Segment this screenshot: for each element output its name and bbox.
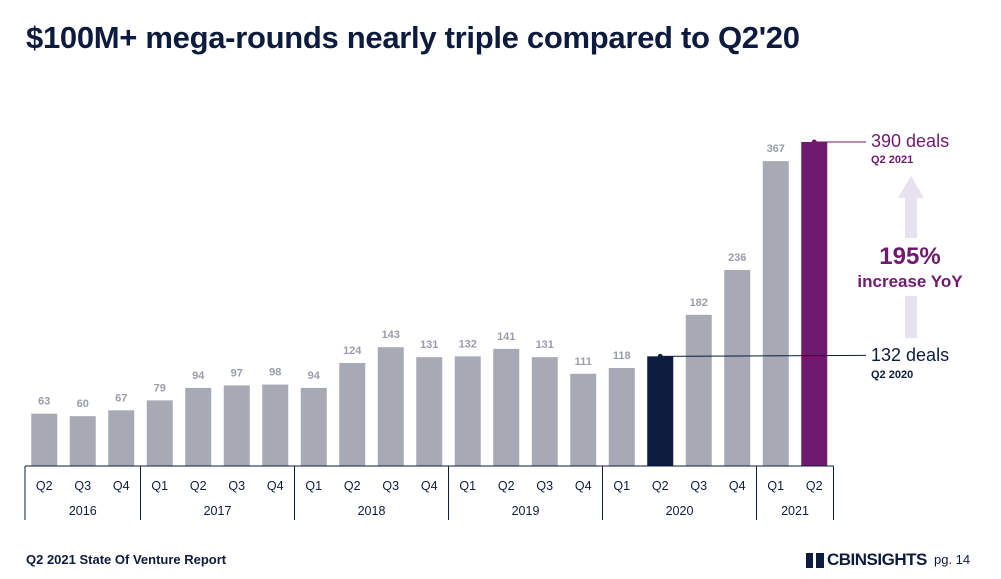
bar bbox=[608, 367, 635, 466]
quarter-tick-label: Q3 bbox=[74, 479, 91, 493]
prior-deals-label: 132 deals bbox=[871, 345, 949, 365]
quarter-tick-label: Q4 bbox=[575, 479, 592, 493]
bar-value-label: 79 bbox=[154, 382, 166, 394]
quarter-tick-label: Q4 bbox=[729, 479, 746, 493]
current-deals-label: 390 deals bbox=[871, 131, 949, 151]
bar bbox=[493, 348, 520, 466]
increase-text: increase YoY bbox=[857, 272, 963, 291]
quarter-tick-label: Q3 bbox=[228, 479, 245, 493]
bar-value-label: 236 bbox=[728, 252, 746, 264]
bar bbox=[146, 400, 173, 466]
cb-insights-logo: CBINSIGHTS bbox=[806, 550, 927, 570]
quarter-tick-label: Q2 bbox=[190, 479, 207, 493]
bar bbox=[531, 357, 558, 466]
bar bbox=[339, 362, 366, 466]
bar bbox=[262, 384, 289, 466]
quarter-tick-label: Q2 bbox=[652, 479, 669, 493]
quarter-tick-label: Q1 bbox=[613, 479, 630, 493]
quarter-tick-label: Q4 bbox=[421, 479, 438, 493]
x-axis: Q2 Q3 Q4 Q1 Q2 Q3 Q4 Q1 Q2 Q3 Q4 Q1 Q2 Q3 Q4 Q1 Q2 Q3 Q4 Q1… bbox=[24, 465, 834, 520]
bar bbox=[454, 356, 481, 466]
bar-value-label: 143 bbox=[382, 329, 400, 341]
quarter-tick-label: Q3 bbox=[382, 479, 399, 493]
quarter-tick-label: Q3 bbox=[536, 479, 553, 493]
bar bbox=[223, 385, 250, 466]
current-leader-dot bbox=[811, 139, 817, 145]
year-tick-label: 2020 bbox=[666, 504, 694, 518]
arrow-gap bbox=[851, 238, 971, 296]
bar-value-label: 111 bbox=[575, 356, 592, 368]
bar bbox=[724, 269, 751, 466]
quarter-tick-label: Q1 bbox=[459, 479, 476, 493]
quarter-tick-label: Q2 bbox=[806, 479, 823, 493]
page-number: pg. 14 bbox=[934, 552, 971, 567]
bar bbox=[570, 373, 597, 466]
bar bbox=[300, 387, 327, 466]
quarter-tick-label: Q2 bbox=[36, 479, 53, 493]
prior-leader-dot bbox=[657, 353, 663, 359]
quarter-tick-label: Q1 bbox=[151, 479, 168, 493]
bar bbox=[31, 413, 58, 466]
bar bbox=[762, 161, 789, 466]
quarter-tick-label: Q2 bbox=[344, 479, 361, 493]
prior-leader-line bbox=[660, 354, 867, 357]
report-name: Q2 2021 State Of Venture Report bbox=[26, 552, 227, 567]
bar bbox=[647, 356, 674, 466]
bar-value-label: 97 bbox=[231, 367, 243, 379]
bar-value-label: 60 bbox=[77, 398, 89, 410]
quarter-tick-label: Q1 bbox=[767, 479, 784, 493]
bar-value-label: 131 bbox=[536, 339, 554, 351]
bar bbox=[801, 142, 828, 466]
prior-period-label: Q2 2020 bbox=[871, 369, 913, 381]
bar-value-label: 94 bbox=[192, 370, 205, 382]
bar-value-label: 367 bbox=[767, 143, 785, 155]
bar-value-label: 141 bbox=[497, 331, 515, 343]
year-tick-label: 2018 bbox=[358, 504, 386, 518]
bar-value-label: 131 bbox=[420, 339, 438, 351]
page-title: $100M+ mega-rounds nearly triple compare… bbox=[26, 20, 800, 55]
year-tick-label: 2019 bbox=[512, 504, 540, 518]
quarter-tick-label: Q3 bbox=[690, 479, 707, 493]
bar bbox=[377, 347, 404, 466]
bar-value-label: 94 bbox=[308, 370, 321, 382]
bar bbox=[69, 416, 96, 466]
bar-value-label: 124 bbox=[343, 345, 362, 357]
annotations-layer: 390 deals Q2 2021 195% increase YoY 132 … bbox=[657, 131, 971, 381]
bar-value-label: 67 bbox=[115, 392, 127, 404]
bar-value-label: 132 bbox=[459, 338, 477, 350]
bar bbox=[185, 387, 212, 466]
bar bbox=[416, 357, 443, 466]
bars-layer: 63 60 67 79 94 97 98 94 124 143 131 132 141 131 111 118… bbox=[31, 142, 828, 466]
quarter-tick-label: Q4 bbox=[267, 479, 284, 493]
cb-logo-icon bbox=[806, 552, 824, 568]
year-tick-label: 2017 bbox=[204, 504, 232, 518]
bar-value-label: 118 bbox=[613, 350, 631, 362]
bar bbox=[685, 314, 712, 466]
quarter-tick-label: Q2 bbox=[498, 479, 515, 493]
quarter-tick-label: Q4 bbox=[113, 479, 130, 493]
quarter-tick-label: Q1 bbox=[305, 479, 322, 493]
bar-value-label: 63 bbox=[38, 396, 50, 408]
bar bbox=[108, 410, 135, 466]
logo-text: CBINSIGHTS bbox=[827, 550, 927, 569]
year-tick-label: 2021 bbox=[781, 504, 809, 518]
increase-percent: 195% bbox=[879, 243, 940, 270]
year-tick-label: 2016 bbox=[69, 504, 97, 518]
current-period-label: Q2 2021 bbox=[871, 154, 913, 166]
bar-value-label: 98 bbox=[269, 367, 281, 379]
bar-value-label: 182 bbox=[690, 297, 708, 309]
